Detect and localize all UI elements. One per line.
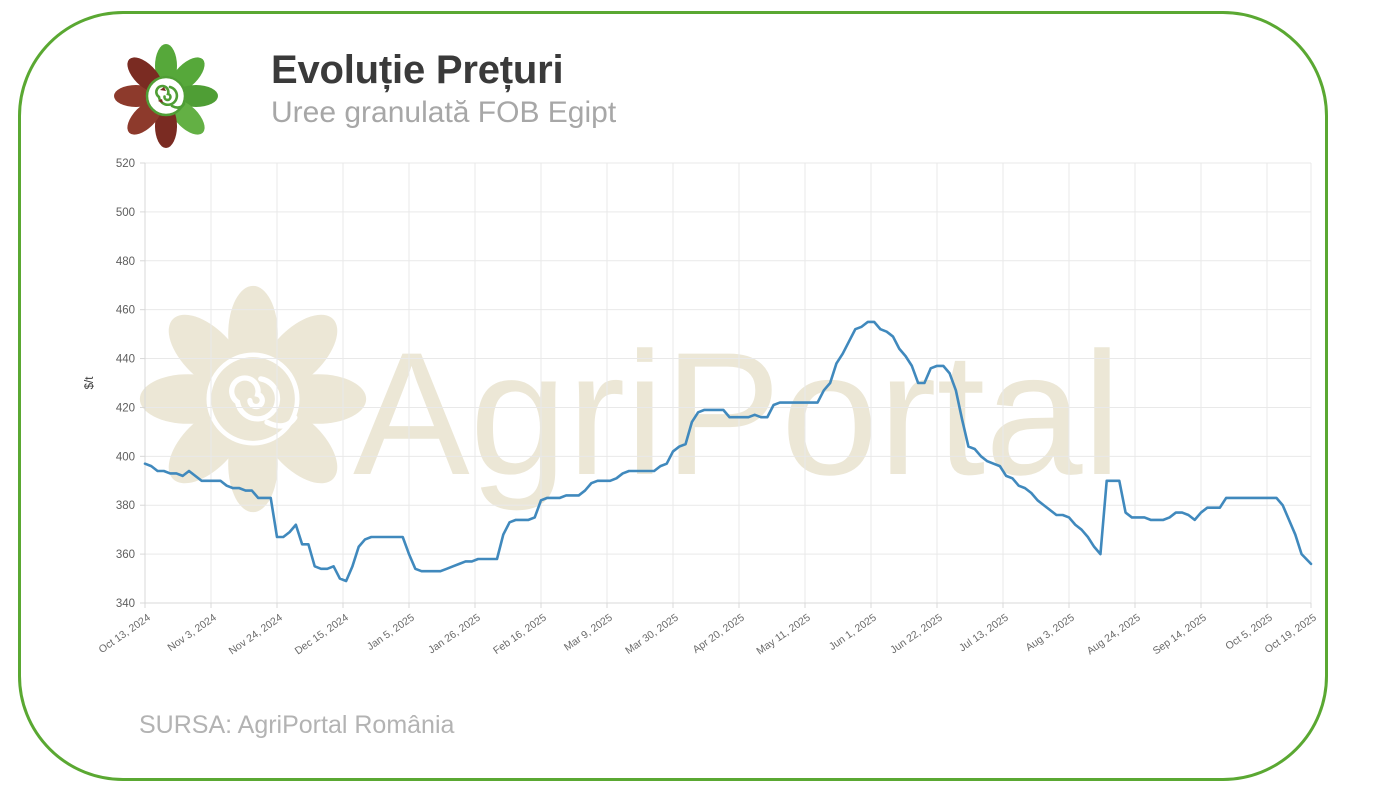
watermark: AgriPortal xyxy=(139,285,1121,513)
y-axis-tick-label: 480 xyxy=(116,256,135,268)
y-axis-tick-label: 420 xyxy=(116,402,135,414)
x-axis-tick-label: May 11, 2025 xyxy=(754,612,812,658)
y-axis-tick-label: 380 xyxy=(116,500,135,512)
price-line-chart: AgriPortal 340 360 380 400 420 440 460 480 500 520… xyxy=(84,158,1319,658)
x-axis-tick-label: Sep 14, 2025 xyxy=(1151,612,1209,658)
flower-spiral-watermark-icon xyxy=(139,285,367,513)
chart-plot-area: AgriPortal 340 360 380 400 420 440 460 480 500 520… xyxy=(21,144,1331,684)
page-subtitle: Uree granulată FOB Egipt xyxy=(271,95,617,129)
watermark-text: AgriPortal xyxy=(353,317,1121,512)
chart-card: Evoluție Prețuri Uree granulată FOB Egip… xyxy=(18,11,1328,781)
y-axis-tick-label: 360 xyxy=(116,549,135,561)
x-axis-tick-label: Jan 26, 2025 xyxy=(426,612,483,657)
x-axis-tick-label: Dec 15, 2024 xyxy=(293,612,351,658)
y-axis-tick-label: 400 xyxy=(116,451,135,463)
y-axis-label: $/t xyxy=(84,376,96,390)
y-axis-tick-label: 500 xyxy=(116,207,135,219)
page-title: Evoluție Prețuri xyxy=(271,48,564,92)
x-axis-tick-label: Aug 24, 2025 xyxy=(1085,612,1143,658)
x-axis-tick-label: Oct 13, 2024 xyxy=(97,612,153,656)
x-axis-tick-label: Jun 22, 2025 xyxy=(888,612,945,657)
x-axis-tick-label: Jul 13, 2025 xyxy=(957,612,1011,655)
x-axis-tick-label: Aug 3, 2025 xyxy=(1023,612,1076,654)
x-axis-tick-label: Mar 9, 2025 xyxy=(562,612,615,654)
y-axis-tick-label: 340 xyxy=(116,598,135,610)
x-axis-tick-label: Nov 24, 2024 xyxy=(227,612,285,658)
y-axis-tick-label: 460 xyxy=(116,305,135,317)
x-axis-tick-label: Nov 3, 2024 xyxy=(165,612,218,654)
x-axis-tick-label: Jun 1, 2025 xyxy=(827,612,879,653)
x-axis-tick-label: Mar 30, 2025 xyxy=(623,612,681,657)
x-axis-tick-label: Feb 16, 2025 xyxy=(491,612,549,657)
title-block: Evoluție Prețuri Uree granulată FOB Egip… xyxy=(271,48,616,131)
source-note: SURSA: AgriPortal România xyxy=(139,711,455,739)
price-series-line xyxy=(143,320,1313,583)
y-axis-tick-label: 440 xyxy=(116,354,135,366)
y-axis-tick-label: 520 xyxy=(116,158,135,170)
x-axis-tick-label: Jan 5, 2025 xyxy=(365,612,417,653)
y-gridlines: 340 360 380 400 420 440 460 480 500 520 xyxy=(116,158,1311,610)
x-axis-tick-label: Apr 20, 2025 xyxy=(691,612,747,656)
agriportal-flower-logo-icon xyxy=(106,44,226,154)
